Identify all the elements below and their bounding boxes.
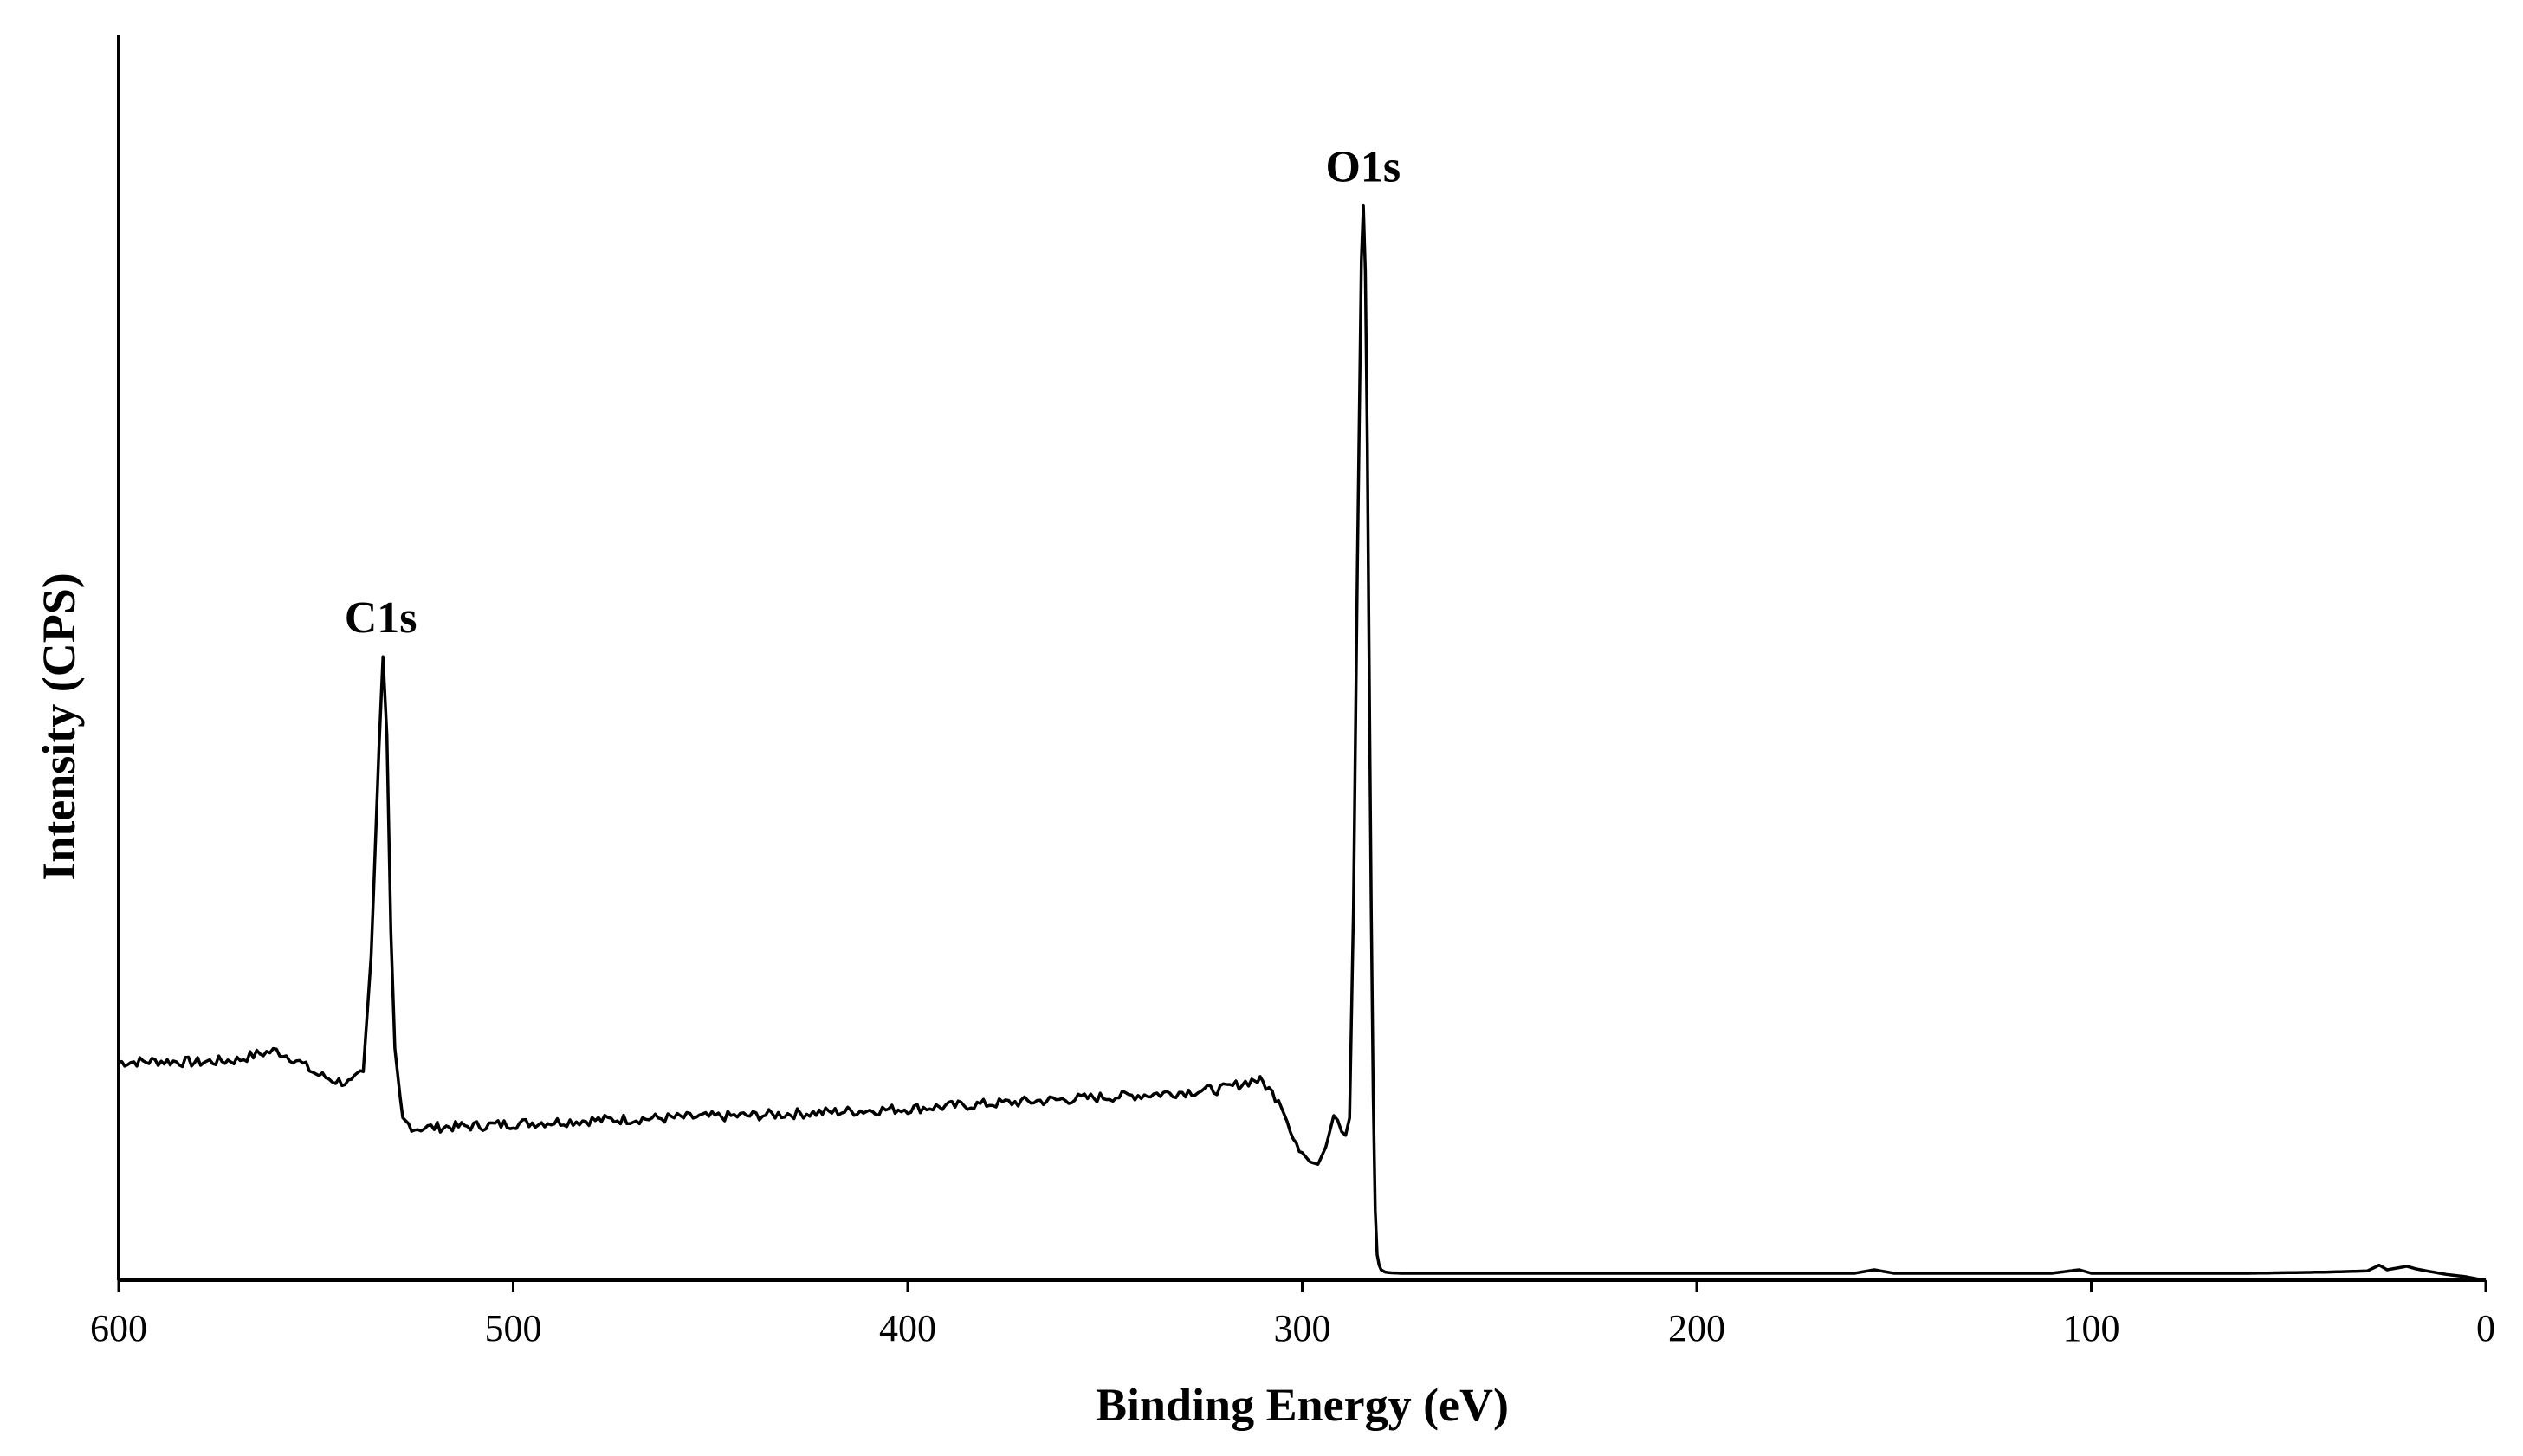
x-axis-title: Binding Energy (eV) [1096, 1379, 1509, 1431]
x-tick-label-100: 100 [2063, 1307, 2120, 1349]
x-axis-ticks [117, 1280, 2487, 1292]
peak-annotations: C1s O1s [345, 143, 1401, 643]
peak-label-c1s: C1s [345, 593, 417, 643]
x-tick-label-500: 500 [485, 1307, 542, 1349]
x-tick-label-300: 300 [1274, 1307, 1331, 1349]
x-tick-label-200: 200 [1668, 1307, 1725, 1349]
x-tick-label-400: 400 [879, 1307, 936, 1349]
y-axis-title: Intensity (CPS) [33, 573, 85, 881]
peak-label-o1s: O1s [1325, 143, 1401, 192]
spectrum-series-line [118, 204, 2487, 1282]
x-tick-label-0: 0 [2476, 1307, 2495, 1349]
plot-area [118, 204, 2487, 1282]
x-tick-label-600: 600 [90, 1307, 147, 1349]
x-axis-tick-labels: 600 500 400 300 200 100 0 [90, 1307, 2495, 1349]
